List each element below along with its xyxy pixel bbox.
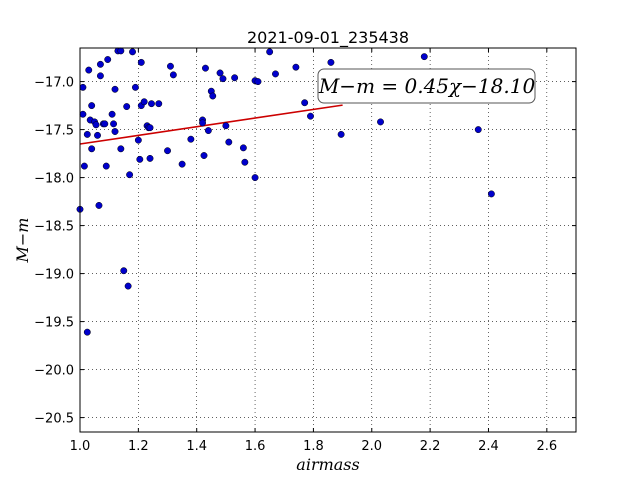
data-point: [239, 144, 247, 152]
annotation-box: [317, 68, 536, 104]
x-tick-label: 2.0: [361, 439, 382, 454]
data-point: [79, 110, 87, 118]
data-point: [104, 56, 112, 63]
data-point: [164, 147, 171, 155]
data-point: [209, 92, 217, 100]
data-point: [134, 136, 142, 144]
plot-frame: [79, 47, 577, 433]
fit-annotation: M−m = 0.45χ−18.10: [317, 68, 536, 104]
data-point: [166, 62, 174, 70]
data-point: [219, 75, 227, 83]
data-point: [123, 103, 131, 111]
x-tick-label: 1.0: [70, 439, 91, 454]
data-point: [199, 119, 206, 127]
data-point: [80, 162, 88, 170]
data-point: [102, 162, 110, 170]
y-tick-label: −18.5: [34, 220, 74, 235]
data-point: [420, 53, 428, 61]
data-point: [92, 121, 100, 129]
data-point: [124, 282, 132, 290]
data-point: [88, 102, 96, 110]
data-point: [337, 130, 345, 138]
data-point: [146, 124, 154, 132]
x-tick-label: 1.8: [303, 439, 324, 454]
data-point: [155, 100, 163, 108]
fit-line: [79, 104, 343, 145]
data-point: [120, 267, 128, 275]
x-tick-label: 1.4: [186, 439, 207, 454]
data-point: [204, 127, 212, 135]
data-point: [111, 85, 119, 93]
data-point: [148, 100, 155, 108]
data-point: [216, 69, 224, 77]
data-point: [117, 145, 125, 153]
data-point: [83, 328, 91, 336]
y-tick-label: −18.0: [34, 172, 74, 187]
data-point: [131, 83, 139, 91]
y-tick-label: −17.5: [34, 124, 74, 139]
data-point: [272, 70, 279, 78]
data-point: [241, 158, 249, 166]
data-point: [94, 131, 101, 139]
data-point: [96, 72, 104, 80]
data-point: [129, 48, 136, 56]
annotation-text: M−m = 0.45χ−18.10: [318, 74, 536, 98]
y-tick-label: −20.5: [34, 412, 74, 427]
data-point: [377, 118, 384, 126]
data-point: [101, 120, 109, 128]
data-point: [225, 138, 233, 146]
data-point: [85, 66, 93, 74]
data-point: [96, 60, 104, 68]
data-point: [136, 155, 144, 163]
data-point: [200, 152, 208, 159]
data-point: [146, 154, 154, 162]
x-tick-label: 2.4: [478, 439, 499, 454]
data-point: [254, 78, 262, 86]
data-point: [301, 99, 309, 107]
data-points: [76, 47, 495, 336]
y-tick-label: −19.0: [34, 268, 74, 283]
data-point: [202, 64, 209, 72]
data-point: [251, 174, 259, 182]
data-point: [108, 110, 116, 118]
data-point: [487, 190, 495, 198]
data-point: [140, 98, 148, 106]
y-tick-label: −19.5: [34, 316, 74, 331]
y-axis-label: M−m: [13, 218, 32, 264]
data-point: [111, 128, 119, 135]
data-point: [169, 71, 177, 79]
data-point: [474, 126, 482, 134]
data-point: [95, 201, 103, 209]
data-point: [292, 63, 300, 71]
data-point: [79, 83, 87, 91]
data-point: [126, 171, 134, 179]
y-tick-label: −17.0: [34, 76, 74, 91]
data-point: [88, 145, 96, 153]
fit-line-group: [79, 104, 343, 145]
data-point: [266, 48, 274, 56]
x-tick-label: 1.2: [128, 439, 149, 454]
data-point: [187, 135, 195, 143]
grid-lines: [79, 48, 576, 432]
y-tick-label: −20.0: [34, 364, 74, 379]
x-tick-label: 2.6: [536, 439, 557, 454]
axis-ticks: 1.0 1.2 1.4 1.6 1.8 2.0 2.2 2.4 2.6 −17.0 −17.5 −18…: [34, 48, 576, 454]
data-point: [327, 58, 335, 66]
x-tick-label: 2.2: [420, 439, 441, 454]
data-point: [117, 47, 125, 55]
data-point: [307, 112, 314, 120]
data-point: [222, 122, 230, 130]
data-point: [83, 130, 91, 138]
data-point: [110, 120, 118, 128]
chart-title: 2021-09-01_235438: [247, 28, 409, 48]
data-point: [231, 74, 239, 82]
data-point: [137, 58, 145, 66]
x-tick-label: 1.6: [245, 439, 266, 454]
data-point: [178, 160, 186, 168]
x-axis-label: airmass: [296, 455, 359, 474]
